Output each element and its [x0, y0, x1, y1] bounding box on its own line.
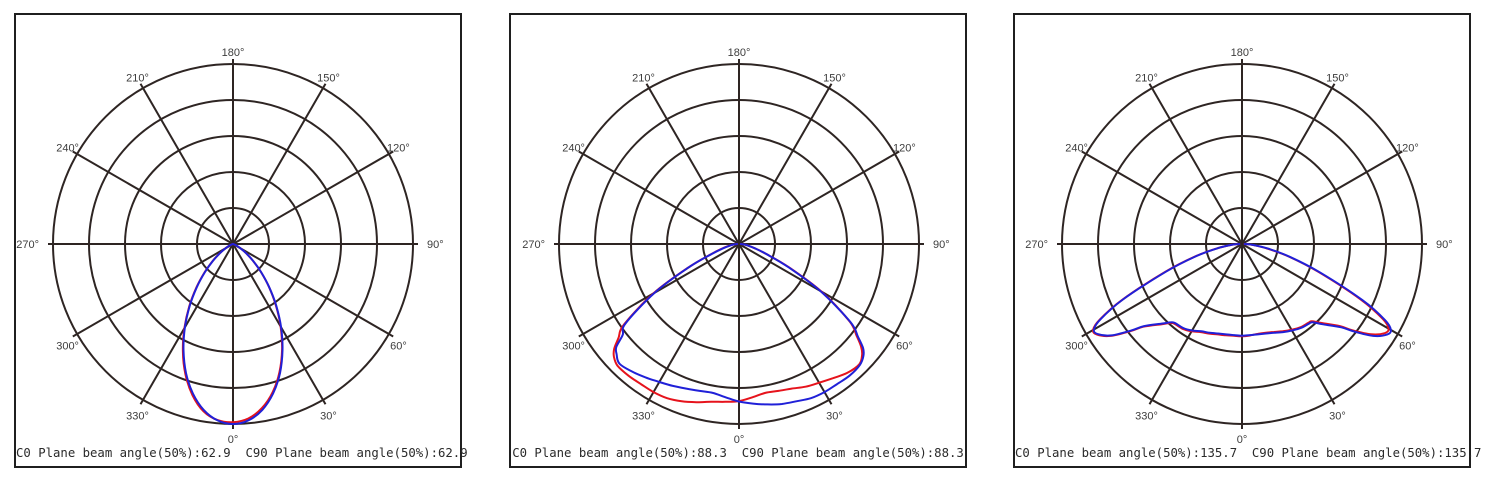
grid-spoke	[738, 83, 833, 245]
angle-label: 180°	[728, 47, 751, 59]
angle-label: 240°	[56, 143, 79, 155]
polar-plot-area: 0° 30° 60° 90° 120° 150° 180° 210° 240° 270° 300° 3…	[1015, 15, 1469, 456]
angle-label: 270°	[1025, 239, 1048, 251]
grid-spoke	[738, 243, 833, 405]
grid-spoke	[139, 243, 234, 405]
angle-label: 90°	[1436, 239, 1453, 251]
grid-spoke	[232, 83, 327, 245]
angle-label: 0°	[1237, 434, 1248, 446]
grid-spoke	[1148, 83, 1243, 245]
angle-label: 270°	[16, 239, 39, 251]
angle-label: 60°	[390, 341, 407, 353]
angle-label: 120°	[1396, 143, 1419, 155]
angle-label: 300°	[562, 341, 585, 353]
angle-label: 30°	[1329, 410, 1346, 422]
angle-label: 150°	[823, 73, 846, 85]
grid-spoke	[738, 150, 900, 245]
angle-label: 90°	[427, 239, 444, 251]
angle-label: 150°	[1326, 73, 1349, 85]
c90-plane-curve	[182, 242, 284, 425]
angle-label: 240°	[1065, 143, 1088, 155]
polar-grid-svg: 0° 30° 60° 90° 120° 150° 180° 210° 240° 270° 300° 3…	[1025, 47, 1453, 446]
angle-label: 90°	[933, 239, 950, 251]
angle-label: 330°	[126, 410, 149, 422]
grid-spoke	[1241, 243, 1336, 405]
polar-grid-svg: 0° 30° 60° 90° 120° 150° 180° 210° 240° 270° 300° 3…	[522, 47, 950, 446]
grid-spoke	[1081, 243, 1243, 338]
angle-label: 330°	[632, 410, 655, 422]
c90-plane-curve	[614, 243, 865, 406]
polar-chart-panel-beam-62: 0° 30° 60° 90° 120° 150° 180° 210° 240° 270° 300° 3…	[14, 13, 468, 468]
angle-label: 300°	[1065, 341, 1088, 353]
beam-angle-caption: C0 Plane beam angle(50%):62.9 C90 Plane …	[16, 446, 468, 460]
beam-angle-caption: C0 Plane beam angle(50%):135.7 C90 Plane…	[1015, 446, 1482, 460]
grid-spoke	[72, 150, 234, 245]
grid-spoke	[72, 243, 234, 338]
grid-spoke	[645, 243, 740, 405]
grid-spoke	[139, 83, 234, 245]
polar-grid-svg: 0° 30° 60° 90° 120° 150° 180° 210° 240° 270° 300° 3…	[16, 47, 444, 446]
grid-spoke	[1241, 243, 1403, 338]
angle-label: 60°	[1399, 341, 1416, 353]
grid-spoke	[232, 243, 394, 338]
grid-spoke	[578, 150, 740, 245]
beam-angle-caption: C0 Plane beam angle(50%):88.3 C90 Plane …	[512, 446, 964, 460]
grid-spoke	[1241, 83, 1336, 245]
grid-spoke	[232, 150, 394, 245]
angle-label: 210°	[1135, 73, 1158, 85]
angle-label: 210°	[126, 73, 149, 85]
grid-spoke	[1148, 243, 1243, 405]
angle-label: 30°	[320, 410, 337, 422]
angle-label: 0°	[228, 434, 239, 446]
grid-spoke	[1241, 150, 1403, 245]
angle-label: 300°	[56, 341, 79, 353]
angle-label: 270°	[522, 239, 545, 251]
polar-plot-area: 0° 30° 60° 90° 120° 150° 180° 210° 240° 270° 300° 3…	[511, 15, 965, 456]
angle-label: 330°	[1135, 410, 1158, 422]
angle-label: 180°	[222, 47, 245, 59]
grid-spoke	[1081, 150, 1243, 245]
angle-label: 120°	[387, 143, 410, 155]
angle-label: 240°	[562, 143, 585, 155]
angle-label: 150°	[317, 73, 340, 85]
angle-label: 60°	[896, 341, 913, 353]
angle-label: 120°	[893, 143, 916, 155]
grid-spoke	[645, 83, 740, 245]
angle-label: 180°	[1231, 47, 1254, 59]
angle-label: 30°	[826, 410, 843, 422]
c90-plane-curve	[1092, 243, 1392, 338]
polar-chart-panel-beam-88: 0° 30° 60° 90° 120° 150° 180° 210° 240° 270° 300° 3…	[509, 13, 967, 468]
polar-chart-panel-beam-136: 0° 30° 60° 90° 120° 150° 180° 210° 240° 270° 300° 3…	[1013, 13, 1482, 468]
polar-plot-area: 0° 30° 60° 90° 120° 150° 180° 210° 240° 270° 300° 3…	[16, 15, 460, 456]
angle-label: 210°	[632, 73, 655, 85]
angle-label: 0°	[734, 434, 745, 446]
